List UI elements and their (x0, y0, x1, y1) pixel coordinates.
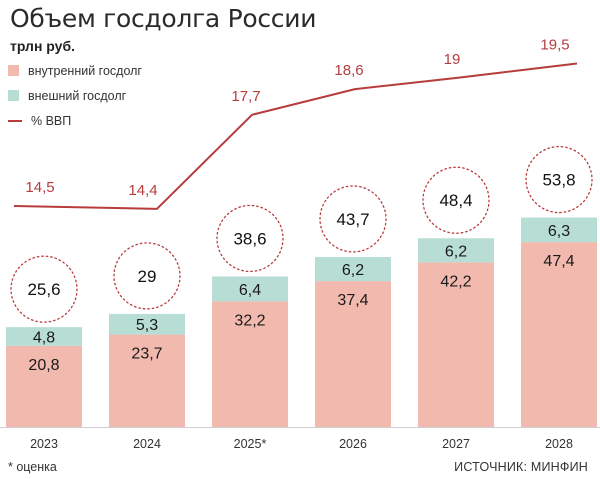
bar-internal-2027 (418, 262, 494, 427)
total-circle-2028 (525, 145, 593, 214)
label-gdp-2027: 19 (444, 51, 461, 68)
label-internal-2028: 47,4 (543, 253, 574, 270)
label-total-2023: 25,6 (27, 280, 60, 299)
label-gdp-2028: 19,5 (540, 37, 569, 54)
bar-internal-2025* (212, 301, 288, 427)
label-total-2025*: 38,6 (233, 229, 266, 248)
legend: внутренний госдолг внешний госдолг % ВВП (8, 58, 142, 133)
label-internal-2026: 37,4 (337, 292, 368, 309)
x-tick-2028: 2028 (545, 437, 573, 451)
x-tick-2027: 2027 (442, 437, 470, 451)
source-label: ИСТОЧНИК: МИНФИН (454, 460, 588, 474)
total-circle-2023 (10, 255, 78, 323)
label-external-2027: 6,2 (445, 243, 467, 260)
bar-external-2028 (521, 217, 597, 243)
total-circle-2024 (113, 242, 181, 310)
label-internal-2023: 20,8 (28, 357, 59, 374)
label-gdp-2023: 14,5 (25, 179, 54, 196)
label-total-2027: 48,4 (439, 191, 472, 210)
unit-label: трлн руб. (10, 38, 75, 54)
legend-swatch-gdp (8, 119, 22, 122)
legend-label-gdp: % ВВП (31, 113, 72, 128)
label-gdp-2025*: 17,7 (231, 88, 260, 105)
bar-internal-2028 (521, 242, 597, 427)
total-circle-2026 (319, 185, 387, 253)
legend-label-external: внешний госдолг (28, 88, 127, 103)
label-total-2024: 29 (138, 267, 157, 286)
label-gdp-2026: 18,6 (334, 62, 363, 79)
bar-internal-2023 (6, 345, 82, 427)
bar-external-2024 (109, 313, 185, 335)
legend-swatch-external (8, 90, 19, 101)
legend-label-internal: внутренний госдолг (28, 63, 142, 78)
label-external-2026: 6,2 (342, 262, 364, 279)
label-external-2023: 4,8 (33, 330, 55, 347)
bar-internal-2026 (315, 281, 391, 427)
bar-external-2026 (315, 256, 391, 282)
legend-item-external: внешний госдолг (8, 83, 142, 108)
total-circle-2027 (422, 166, 490, 234)
label-internal-2024: 23,7 (131, 346, 162, 363)
bar-external-2025* (212, 276, 288, 302)
x-tick-2023: 2023 (30, 437, 58, 451)
legend-swatch-internal (8, 65, 19, 76)
label-external-2028: 6,3 (548, 223, 570, 240)
x-tick-2024: 2024 (133, 437, 161, 451)
label-internal-2027: 42,2 (440, 273, 471, 290)
x-tick-2025*: 2025* (234, 437, 267, 451)
label-total-2028: 53,8 (542, 171, 575, 190)
label-external-2024: 5,3 (136, 317, 158, 334)
legend-item-internal: внутренний госдолг (8, 58, 142, 83)
chart-title: Объем госдолга России (10, 4, 317, 33)
x-tick-2026: 2026 (339, 437, 367, 451)
label-total-2026: 43,7 (336, 210, 369, 229)
label-internal-2025*: 32,2 (234, 312, 265, 329)
gdp-line (13, 62, 578, 210)
bar-internal-2024 (109, 334, 185, 427)
legend-item-gdp: % ВВП (8, 108, 142, 133)
bar-external-2023 (6, 327, 82, 346)
footnote: * оценка (8, 460, 57, 474)
bar-external-2027 (418, 238, 494, 263)
label-external-2025*: 6,4 (239, 282, 261, 299)
label-gdp-2024: 14,4 (128, 182, 157, 199)
total-circle-2025* (216, 204, 284, 273)
